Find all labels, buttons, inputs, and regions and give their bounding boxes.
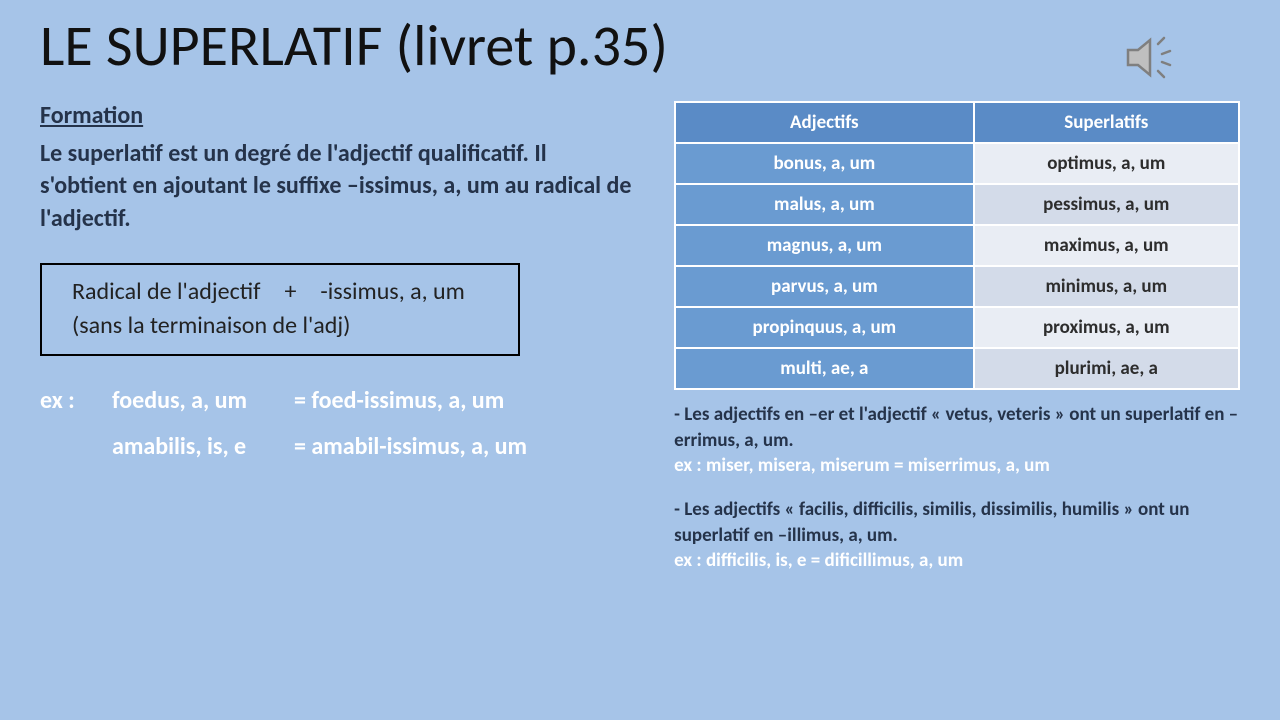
note1-rule: - Les adjectifs en –er et l'adjectif « v… xyxy=(674,402,1240,453)
table-cell-superlatif: plurimi, ae, a xyxy=(974,348,1239,389)
example2-word: amabilis, is, e xyxy=(112,424,272,470)
right-column: Adjectifs Superlatifs bonus, a, umoptimu… xyxy=(674,101,1240,592)
table-cell-superlatif: pessimus, a, um xyxy=(974,184,1239,225)
table-row: bonus, a, umoptimus, a, um xyxy=(675,143,1239,184)
formula-radical: Radical de l'adjectif xyxy=(72,275,260,309)
example-row-1: ex : foedus, a, um = foed-issimus, a, um xyxy=(40,378,634,424)
example1-result: = foed-issimus, a, um xyxy=(294,378,504,424)
speaker-icon xyxy=(1120,30,1180,90)
formation-body: Le superlatif est un degré de l'adjectif… xyxy=(40,138,634,235)
table-row: malus, a, umpessimus, a, um xyxy=(675,184,1239,225)
note-block-2: - Les adjectifs « facilis, difficilis, s… xyxy=(674,497,1240,574)
left-column: Formation Le superlatif est un degré de … xyxy=(40,101,634,592)
note2-example: ex : difficilis, is, e = dificillimus, a… xyxy=(674,548,1240,574)
formula-suffix: -issimus, a, um xyxy=(320,275,464,309)
example-label: ex : xyxy=(40,378,90,424)
formula-note: (sans la terminaison de l'adj) xyxy=(72,309,498,343)
table-header-adjectifs: Adjectifs xyxy=(675,102,973,143)
note1-example: ex : miser, misera, miserum = miserrimus… xyxy=(674,453,1240,479)
table-cell-adjectif: bonus, a, um xyxy=(675,143,973,184)
formula-plus: + xyxy=(284,275,296,309)
table-row: magnus, a, ummaximus, a, um xyxy=(675,225,1239,266)
table-cell-adjectif: magnus, a, um xyxy=(675,225,973,266)
formation-heading: Formation xyxy=(40,101,634,130)
slide: LE SUPERLATIF (livret p.35) Formation Le… xyxy=(0,0,1280,720)
table-cell-superlatif: proximus, a, um xyxy=(974,307,1239,348)
note2-rule: - Les adjectifs « facilis, difficilis, s… xyxy=(674,497,1240,548)
table-cell-superlatif: maximus, a, um xyxy=(974,225,1239,266)
adjectives-table: Adjectifs Superlatifs bonus, a, umoptimu… xyxy=(674,101,1240,390)
table-cell-adjectif: propinquus, a, um xyxy=(675,307,973,348)
content-columns: Formation Le superlatif est un degré de … xyxy=(40,101,1240,592)
example2-result: = amabil-issimus, a, um xyxy=(294,424,527,470)
note-block-1: - Les adjectifs en –er et l'adjectif « v… xyxy=(674,402,1240,479)
page-title: LE SUPERLATIF (livret p.35) xyxy=(40,10,1240,81)
example1-word: foedus, a, um xyxy=(112,378,272,424)
table-row: multi, ae, aplurimi, ae, a xyxy=(675,348,1239,389)
examples: ex : foedus, a, um = foed-issimus, a, um… xyxy=(40,378,634,469)
table-header-superlatifs: Superlatifs xyxy=(974,102,1239,143)
table-header-row: Adjectifs Superlatifs xyxy=(675,102,1239,143)
notes: - Les adjectifs en –er et l'adjectif « v… xyxy=(674,402,1240,574)
formula-box: Radical de l'adjectif + -issimus, a, um … xyxy=(40,263,520,356)
table-cell-superlatif: minimus, a, um xyxy=(974,266,1239,307)
table-row: parvus, a, umminimus, a, um xyxy=(675,266,1239,307)
table-cell-superlatif: optimus, a, um xyxy=(974,143,1239,184)
table-cell-adjectif: parvus, a, um xyxy=(675,266,973,307)
table-row: propinquus, a, umproximus, a, um xyxy=(675,307,1239,348)
table-cell-adjectif: multi, ae, a xyxy=(675,348,973,389)
table-cell-adjectif: malus, a, um xyxy=(675,184,973,225)
example-row-2: amabilis, is, e = amabil-issimus, a, um xyxy=(40,424,634,470)
